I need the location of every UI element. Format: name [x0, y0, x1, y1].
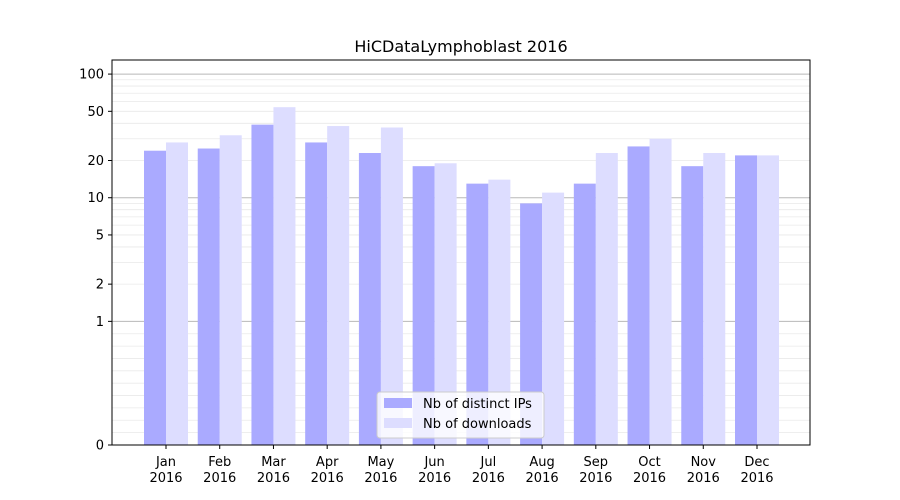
x-tick-year-apr: 2016: [311, 471, 344, 486]
x-tick-year-dec: 2016: [740, 471, 773, 486]
bar-downloads-may: [380, 127, 403, 446]
x-tick-label-jan: Jan: [155, 455, 176, 470]
x-tick-year-aug: 2016: [526, 471, 559, 486]
bar-distinct-ips-dec: [735, 155, 757, 445]
x-tick-year-feb: 2016: [203, 471, 236, 486]
legend: Nb of distinct IPs Nb of downloads: [376, 391, 545, 439]
bar-distinct-ips-jan: [144, 150, 166, 445]
bar-downloads-feb: [219, 135, 242, 445]
legend-box: [376, 391, 545, 439]
bar-distinct-ips-jul: [466, 183, 489, 445]
x-tick-label-jul: Jul: [480, 455, 497, 470]
bar-distinct-ips-jun: [412, 166, 435, 445]
bar-distinct-ips-nov: [681, 166, 704, 445]
x-axis: Jan2016Feb2016Mar2016Apr2016May2016Jun20…: [149, 445, 774, 486]
y-tick-label: 100: [79, 68, 104, 83]
x-tick-year-may: 2016: [364, 471, 397, 486]
legend-label: Nb of distinct IPs: [423, 397, 532, 412]
legend-swatch: [384, 398, 412, 408]
x-tick-label-sep: Sep: [584, 455, 609, 470]
plot-frame: [111, 59, 811, 446]
bars: [144, 107, 779, 446]
x-tick-year-mar: 2016: [257, 471, 290, 486]
y-tick-label: 50: [87, 105, 104, 120]
x-tick-year-oct: 2016: [633, 471, 666, 486]
x-tick-year-sep: 2016: [579, 471, 612, 486]
y-tick-label: 2: [96, 278, 104, 293]
x-tick-label-may: May: [367, 455, 394, 470]
y-tick-label: 0: [96, 439, 104, 454]
x-tick-label-aug: Aug: [529, 455, 554, 470]
x-tick-year-nov: 2016: [687, 471, 720, 486]
bar-downloads-apr: [327, 126, 350, 445]
y-tick-label: 20: [87, 154, 104, 169]
y-axis: 0 1 2 5 10 20 50 100: [79, 68, 112, 454]
bar-downloads-dec: [757, 155, 779, 445]
x-tick-year-jun: 2016: [418, 471, 451, 486]
y-tick-label: 10: [87, 191, 104, 206]
bar-downloads-oct: [649, 138, 672, 446]
x-tick-label-dec: Dec: [744, 455, 769, 470]
x-tick-label-jun: Jun: [423, 455, 444, 470]
bar-downloads-nov: [703, 153, 726, 445]
bar-downloads-sep: [595, 153, 618, 445]
legend-label: Nb of downloads: [423, 417, 532, 432]
bar-distinct-ips-sep: [573, 183, 596, 445]
x-tick-label-feb: Feb: [208, 455, 231, 470]
y-tick-label: 1: [96, 315, 104, 330]
x-tick-label-nov: Nov: [691, 455, 717, 470]
bar-downloads-jan: [166, 142, 188, 445]
bar-distinct-ips-apr: [305, 142, 328, 445]
chart-title: HiCDataLymphoblast 2016: [354, 37, 567, 56]
bar-distinct-ips-oct: [627, 146, 650, 445]
bar-downloads-aug: [542, 192, 565, 445]
bar-distinct-ips-may: [358, 153, 381, 445]
bar-downloads-jun: [434, 163, 457, 445]
x-tick-year-jan: 2016: [149, 471, 182, 486]
legend-swatch: [384, 418, 412, 428]
x-tick-year-jul: 2016: [472, 471, 505, 486]
bar-distinct-ips-aug: [520, 203, 543, 445]
x-tick-label-oct: Oct: [638, 455, 660, 470]
bar-distinct-ips-mar: [251, 124, 274, 445]
bar-downloads-jul: [488, 179, 511, 446]
bar-distinct-ips-feb: [197, 148, 220, 445]
x-tick-label-mar: Mar: [261, 455, 286, 470]
y-tick-label: 5: [96, 228, 104, 243]
x-tick-label-apr: Apr: [316, 455, 339, 470]
bar-downloads-mar: [273, 107, 296, 445]
